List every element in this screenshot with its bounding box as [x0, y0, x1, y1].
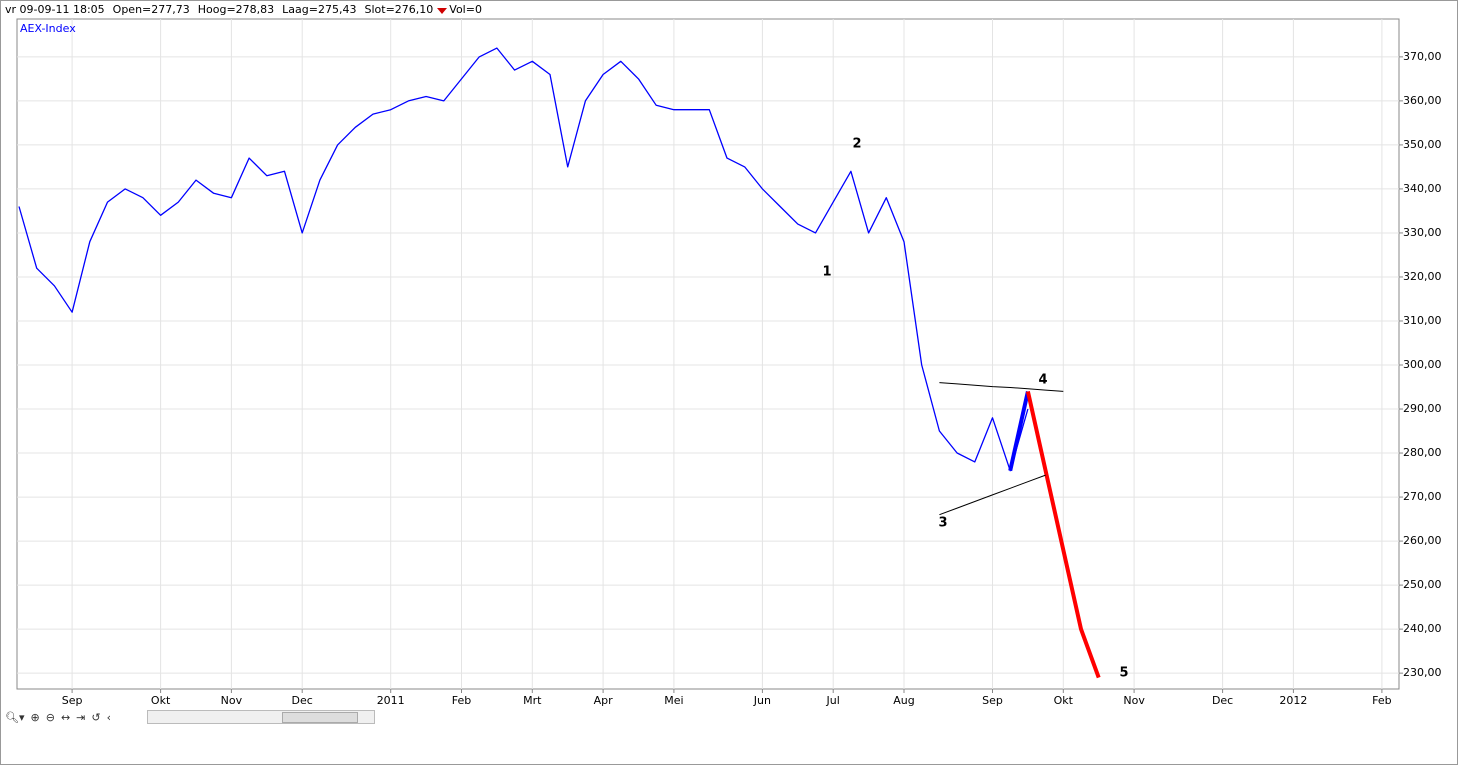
scroll-left[interactable]: ‹	[106, 710, 111, 724]
x-tick-label: Feb	[452, 694, 471, 706]
x-tick-label: Jun	[753, 694, 771, 706]
volume: Vol=0	[449, 3, 482, 16]
series-label: AEX-Index	[20, 22, 76, 35]
marks	[18, 47, 1101, 679]
y-tick-label: 330,00	[1403, 226, 1442, 239]
x-tick-label: 2011	[377, 694, 405, 706]
x-tick-label: Sep	[62, 694, 83, 706]
scrollbar[interactable]	[147, 710, 375, 724]
timestamp: vr 09-09-11 18:05	[5, 3, 105, 16]
zoom-tool[interactable]: 🔍︎▾	[5, 710, 25, 724]
zoom-out[interactable]: ⊖	[45, 710, 55, 724]
x-tick-label: Aug	[893, 694, 914, 706]
y-tick-label: 260,00	[1403, 534, 1442, 547]
x-tick-label: Nov	[1123, 694, 1145, 706]
x-tick-label: Apr	[594, 694, 614, 706]
quote-header: vr 09-09-11 18:05 Open=277,73 Hoog=278,8…	[5, 3, 482, 19]
y-tick-label: 320,00	[1403, 270, 1442, 283]
x-tick-label: Okt	[151, 694, 171, 706]
pan[interactable]: ↔	[60, 710, 71, 724]
chart: AEX-Index 1 2 3 4 5 230,00 240,00 250,00 26…	[16, 18, 1442, 706]
x-tick-label: Sep	[982, 694, 1003, 706]
wave-label: 1	[822, 265, 831, 280]
wave-label: 4	[1038, 373, 1047, 388]
y-tick-label: 250,00	[1403, 578, 1442, 591]
y-tick-label: 310,00	[1403, 314, 1442, 327]
reset[interactable]: ↺	[91, 710, 101, 724]
x-tick-label: Mei	[664, 694, 683, 706]
high: Hoog=278,83	[197, 3, 275, 16]
scroll-thumb[interactable]	[282, 712, 358, 723]
x-tick-label: Dec	[292, 694, 313, 706]
toolbar: 🔍︎▾ ⊕ ⊖ ↔ ⇥ ↺ ‹	[5, 710, 111, 724]
fit[interactable]: ⇥	[76, 710, 86, 724]
close: Slot=276,10	[364, 3, 434, 16]
x-tick-label: Feb	[1372, 694, 1391, 706]
x-tick-label: Dec	[1212, 694, 1233, 706]
zoom-in[interactable]: ⊕	[30, 710, 40, 724]
y-tick-label: 340,00	[1403, 182, 1442, 195]
series-line	[939, 474, 1046, 516]
y-tick-label: 270,00	[1403, 490, 1442, 503]
y-tick-label: 230,00	[1403, 666, 1442, 679]
y-tick-label: 300,00	[1403, 358, 1442, 371]
series-line	[18, 47, 1029, 472]
series-line	[1025, 390, 1101, 679]
y-tick-label: 370,00	[1403, 50, 1442, 63]
series-line	[939, 382, 1064, 392]
x-tick-label: Okt	[1054, 694, 1074, 706]
open: Open=277,73	[112, 3, 190, 16]
y-tick-label: 360,00	[1403, 94, 1442, 107]
x-tick-label: 2012	[1279, 694, 1307, 706]
wave-label: 2	[852, 137, 861, 152]
x-tick-label: Mrt	[523, 694, 542, 706]
low: Laag=275,43	[282, 3, 357, 16]
y-tick-label: 350,00	[1403, 138, 1442, 151]
x-tick-label: Jul	[826, 694, 840, 706]
wave-label: 5	[1119, 666, 1128, 681]
y-tick-label: 290,00	[1403, 402, 1442, 415]
series-line	[1008, 390, 1030, 472]
down-arrow	[437, 8, 448, 14]
grid	[17, 19, 1403, 693]
wave-label: 3	[938, 516, 947, 531]
y-tick-label: 280,00	[1403, 446, 1442, 459]
plot-frame	[16, 18, 1400, 690]
y-tick-label: 240,00	[1403, 622, 1442, 635]
x-tick-label: Nov	[221, 694, 243, 706]
